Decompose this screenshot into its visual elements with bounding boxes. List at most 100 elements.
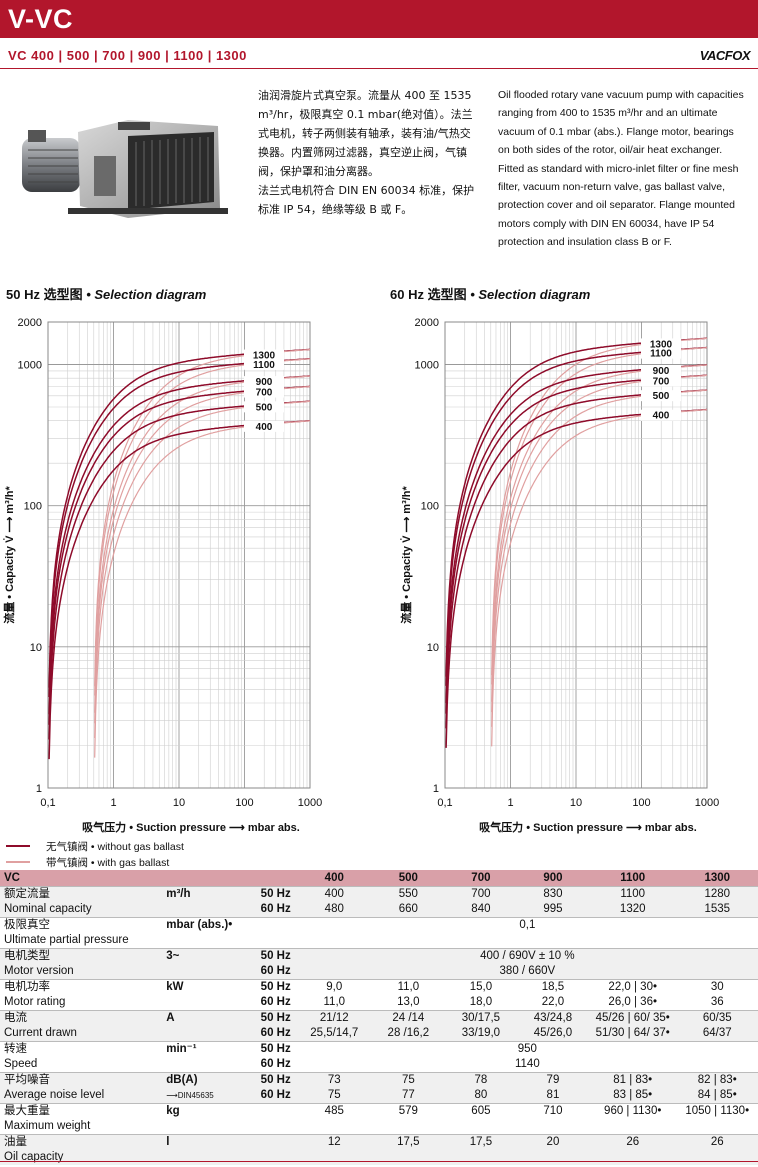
table-row: 最大重量 kg 485 579 605 710 960 | 1130• 1050 | 1130…: [0, 1103, 758, 1119]
table-cell: 18,5: [516, 979, 589, 995]
table-cell-span: 950: [296, 1041, 758, 1057]
table-header-model: 1100: [588, 870, 677, 887]
chart-title-60hz-cn: 60 Hz 选型图: [390, 287, 467, 302]
row-unit: A: [162, 1010, 250, 1026]
row-hz-50: 50 Hz: [249, 948, 297, 964]
series-label-bg: [641, 364, 681, 376]
table-row: 电机功率 kW 50 Hz 9,0 11,0 15,0 18,5 22,0 | 30• 30: [0, 979, 758, 995]
legend-swatch-dark: [6, 845, 30, 847]
table-cell: 79: [516, 1072, 589, 1088]
table-row: Motor version 60 Hz 380 / 660V: [0, 964, 758, 980]
table-cell: 81 | 83•: [588, 1072, 677, 1088]
table-cell: 480: [296, 902, 372, 918]
row-unit: m³/h: [162, 886, 250, 902]
x-tick-label: 10: [570, 797, 582, 809]
chart-50hz: 0,1 1 10 100 1000 1 10 100 1000 2000 吸气压力 • Suctio…: [2, 317, 322, 834]
row-label-en: Nominal capacity: [0, 902, 163, 918]
table-cell-span: 400 / 690V ± 10 %: [296, 948, 758, 964]
table-cell: 28 /16,2: [371, 1026, 445, 1042]
description-chinese-p2: 法兰式电机符合 DIN EN 60034 标准，保护标准 IP 54，绝缘等级 …: [258, 184, 475, 216]
row-label-cn: 平均噪音: [0, 1072, 163, 1088]
series-label-500: 500: [256, 402, 273, 413]
table-cell: 18,0: [444, 995, 517, 1011]
x-tick-label: 1000: [695, 797, 719, 809]
table-cell: 995: [516, 902, 589, 918]
table-cell-empty: [296, 933, 758, 949]
row-label-cn: 电机类型: [0, 948, 163, 964]
table-cell: 78: [444, 1072, 517, 1088]
series-label-900: 900: [256, 377, 273, 388]
row-hz-60: 60 Hz: [249, 1057, 297, 1073]
curve-with-ballast-400: [94, 420, 310, 758]
row-label-en: Motor version: [0, 964, 163, 980]
x-tick-label: 1: [110, 797, 116, 809]
row-unit: mbar (abs.)•: [162, 917, 250, 933]
row-unit-note: [162, 1057, 250, 1073]
plot-frame: [444, 321, 708, 789]
table-cell: 24 /14: [371, 1010, 445, 1026]
row-unit: min⁻¹: [162, 1041, 250, 1057]
series-label-bg: [244, 386, 284, 398]
series-label-bg: [244, 401, 284, 413]
row-label-en: Motor rating: [0, 995, 163, 1011]
row-unit-note: ⟶DIN45635: [162, 1088, 250, 1104]
table-row: Ultimate partial pressure: [0, 933, 758, 949]
row-unit: kW: [162, 979, 250, 995]
series-label-1100: 1100: [650, 349, 672, 360]
y-tick-label: 2000: [415, 317, 439, 329]
legend-swatch-light: [6, 861, 30, 863]
table-cell: 51/30 | 64/ 37•: [588, 1026, 677, 1042]
y-tick-label: 2000: [18, 317, 42, 329]
y-axis-label: 流量 • Capacity V̇ ⟶ m³/h*: [2, 485, 16, 623]
model-list: VC 400 | 500 | 700 | 900 | 1100 | 1300: [8, 48, 247, 63]
table-cell: 45/26 | 60/ 35•: [588, 1010, 677, 1026]
page-title: V-VC: [8, 4, 74, 34]
series-label-400: 400: [256, 422, 273, 433]
table-cell: 21/12: [296, 1010, 372, 1026]
table-row: Current drawn 60 Hz 25,5/14,7 28 /16,2 33/19…: [0, 1026, 758, 1042]
row-hz-50: 50 Hz: [249, 1010, 297, 1026]
table-cell: 64/37: [676, 1026, 758, 1042]
series-label-bg: [641, 390, 681, 402]
series-label-700: 700: [256, 388, 273, 399]
table-row: 转速 min⁻¹ 50 Hz 950: [0, 1041, 758, 1057]
table-cell: 700: [444, 886, 517, 902]
table-cell: 11,0: [371, 979, 445, 995]
table-cell: 36: [676, 995, 758, 1011]
table-cell: 830: [516, 886, 589, 902]
table-row: 平均噪音 dB(A) 50 Hz 73 75 78 79 81 | 83• 82 | 83•: [0, 1072, 758, 1088]
row-hz-60: 60 Hz: [249, 902, 297, 918]
table-cell: 9,0: [296, 979, 372, 995]
table-cell: 22,0: [516, 995, 589, 1011]
table-cell: 17,5: [444, 1134, 517, 1150]
row-unit-note: [162, 933, 250, 949]
row-unit: dB(A): [162, 1072, 250, 1088]
table-cell: 960 | 1130•: [588, 1103, 677, 1119]
y-tick-label: 10: [427, 642, 439, 654]
table-cell: 660: [371, 902, 445, 918]
row-label-cn: 电流: [0, 1010, 163, 1026]
table-cell: 550: [371, 886, 445, 902]
x-tick-label: 0,1: [40, 797, 55, 809]
x-tick-label: 1000: [298, 797, 322, 809]
row-hz-60: 60 Hz: [249, 1026, 297, 1042]
row-label-cn: 电机功率: [0, 979, 163, 995]
description-chinese-p1: 油润滑旋片式真空泵。流量从 400 至 1535 m³/hr，极限真空 0.1 …: [258, 89, 473, 178]
table-cell: 17,5: [371, 1134, 445, 1150]
x-axis-label: 吸气压力 • Suction pressure ⟶ mbar abs.: [82, 820, 300, 834]
table-cell: 80: [444, 1088, 517, 1104]
y-tick-label: 1: [433, 783, 439, 795]
x-tick-label: 1: [507, 797, 513, 809]
table-header-row: VC 400 500 700 900 1100 1300: [0, 870, 758, 887]
row-label-cn: 油量: [0, 1134, 163, 1150]
row-hz-empty: [249, 933, 297, 949]
table-cell: 13,0: [371, 995, 445, 1011]
table-cell: 45/26,0: [516, 1026, 589, 1042]
table-cell: 840: [444, 902, 517, 918]
row-unit-note: [162, 995, 250, 1011]
row-hz-empty: [249, 1134, 297, 1150]
y-tick-label: 10: [30, 642, 42, 654]
series-label-bg: [641, 347, 681, 359]
table-cell: 25,5/14,7: [296, 1026, 372, 1042]
table-cell: 30: [676, 979, 758, 995]
